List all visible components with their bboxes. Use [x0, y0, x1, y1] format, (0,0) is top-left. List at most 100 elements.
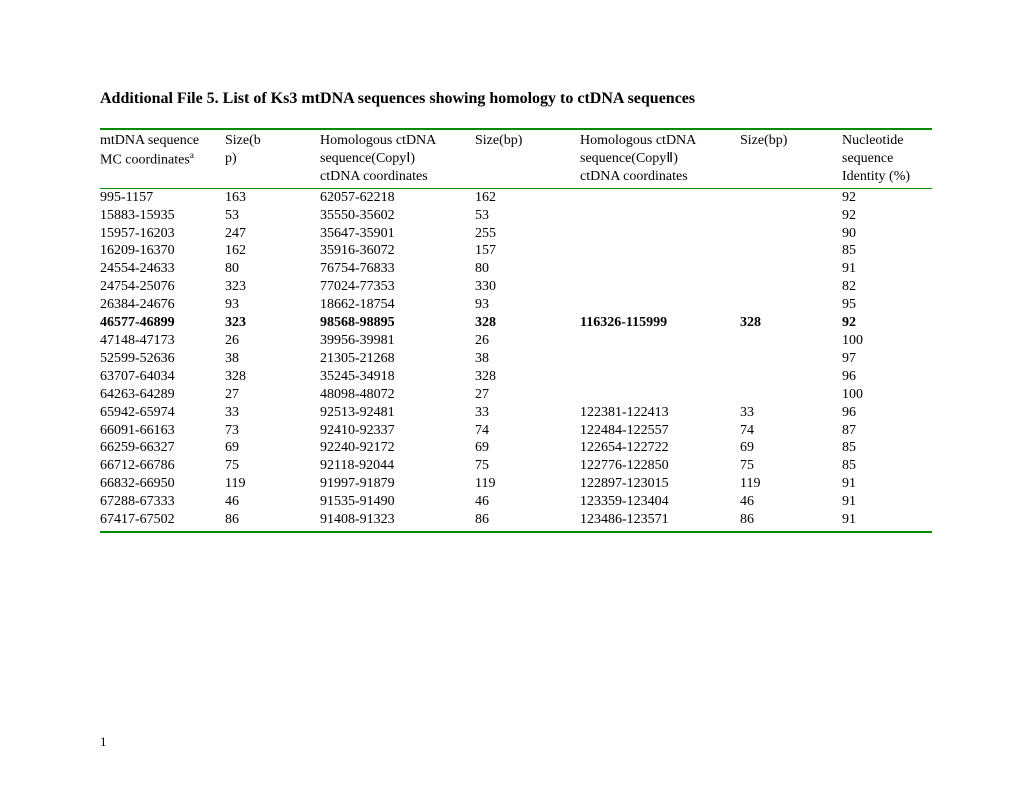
table-cell [580, 296, 740, 314]
table-cell: 66712-66786 [100, 457, 225, 475]
table-cell: 74 [740, 422, 842, 440]
table-cell: 92513-92481 [320, 404, 475, 422]
table-cell [740, 188, 842, 206]
table-cell: 39956-39981 [320, 332, 475, 350]
table-title: Additional File 5. List of Ks3 mtDNA seq… [100, 90, 920, 108]
table-row: 65942-659743392513-9248133122381-1224133… [100, 404, 932, 422]
table-cell [740, 332, 842, 350]
page-number: 1 [100, 734, 107, 750]
table-cell: 64263-64289 [100, 386, 225, 404]
col-header-mtdna-coords: mtDNA sequence MC coordinatesa [100, 129, 225, 188]
table-row: 16209-1637016235916-3607215785 [100, 242, 932, 260]
table-cell [580, 207, 740, 225]
table-cell: 26 [225, 332, 320, 350]
table-cell: 92240-92172 [320, 439, 475, 457]
table-cell [740, 386, 842, 404]
table-cell: 15957-16203 [100, 225, 225, 243]
table-cell: 69 [225, 439, 320, 457]
table-cell: 91 [842, 493, 932, 511]
table-cell: 33 [740, 404, 842, 422]
table-cell: 26384-24676 [100, 296, 225, 314]
table-cell: 116326-115999 [580, 314, 740, 332]
table-row: 15883-159355335550-356025392 [100, 207, 932, 225]
table-row: 66832-6695011991997-91879119122897-12301… [100, 475, 932, 493]
table-cell: 323 [225, 314, 320, 332]
table-cell: 122381-122413 [580, 404, 740, 422]
table-cell: 46 [225, 493, 320, 511]
table-row: 47148-471732639956-3998126100 [100, 332, 932, 350]
table-cell: 91 [842, 260, 932, 278]
col-header-size1: Size(b p) [225, 129, 320, 188]
table-cell: 247 [225, 225, 320, 243]
table-cell: 38 [475, 350, 580, 368]
table-cell: 98568-98895 [320, 314, 475, 332]
table-cell: 26 [475, 332, 580, 350]
table-body: 995-115716362057-622181629215883-1593553… [100, 188, 932, 532]
table-cell: 46 [475, 493, 580, 511]
table-cell: 122897-123015 [580, 475, 740, 493]
table-cell [580, 386, 740, 404]
table-cell: 119 [740, 475, 842, 493]
table-row: 24554-246338076754-768338091 [100, 260, 932, 278]
table-cell [740, 207, 842, 225]
table-cell: 53 [475, 207, 580, 225]
table-row: 63707-6403432835245-3491832896 [100, 368, 932, 386]
table-cell: 67417-67502 [100, 511, 225, 532]
table-cell: 90 [842, 225, 932, 243]
page: Additional File 5. List of Ks3 mtDNA seq… [0, 0, 1020, 788]
table-cell: 85 [842, 439, 932, 457]
table-cell [580, 188, 740, 206]
table-cell: 92 [842, 314, 932, 332]
table-cell: 53 [225, 207, 320, 225]
table-cell: 96 [842, 404, 932, 422]
table-cell: 80 [475, 260, 580, 278]
col-header-size3: Size(bp) [740, 129, 842, 188]
table-cell: 66259-66327 [100, 439, 225, 457]
table-row: 46577-4689932398568-98895 328116326-11599… [100, 314, 932, 332]
table-row: 52599-526363821305-212683897 [100, 350, 932, 368]
table-row: 66259-663276992240-9217269122654-1227226… [100, 439, 932, 457]
table-cell: 122654-122722 [580, 439, 740, 457]
table-cell: 86 [475, 511, 580, 532]
table-cell: 16209-16370 [100, 242, 225, 260]
table-cell: 91997-91879 [320, 475, 475, 493]
col-header-identity: Nucleotide sequence Identity (%) [842, 129, 932, 188]
table-cell: 85 [842, 457, 932, 475]
table-cell: 91 [842, 511, 932, 532]
table-cell: 122484-122557 [580, 422, 740, 440]
table-cell: 328 [740, 314, 842, 332]
table-cell: 157 [475, 242, 580, 260]
table-cell [740, 296, 842, 314]
table-cell: 119 [225, 475, 320, 493]
table-cell [740, 242, 842, 260]
col-header-size2: Size(bp) [475, 129, 580, 188]
table-cell [580, 242, 740, 260]
table-cell: 74 [475, 422, 580, 440]
table-cell: 77024-77353 [320, 278, 475, 296]
table-cell: 85 [842, 242, 932, 260]
table-cell: 75 [225, 457, 320, 475]
table-cell: 46577-46899 [100, 314, 225, 332]
table-cell [580, 260, 740, 278]
table-cell: 35647-35901 [320, 225, 475, 243]
table-cell: 92410-92337 [320, 422, 475, 440]
table-cell: 328 [475, 368, 580, 386]
table-cell: 93 [475, 296, 580, 314]
table-cell [740, 350, 842, 368]
table-cell: 52599-52636 [100, 350, 225, 368]
table-cell: 162 [475, 188, 580, 206]
table-row: 995-115716362057-6221816292 [100, 188, 932, 206]
table-cell: 33 [475, 404, 580, 422]
table-cell: 87 [842, 422, 932, 440]
col-header-copy2: Homologous ctDNA sequence(CopyⅡ) ctDNA c… [580, 129, 740, 188]
table-cell [740, 260, 842, 278]
table-cell: 66832-66950 [100, 475, 225, 493]
table-row: 64263-642892748098-4807227100 [100, 386, 932, 404]
table-row: 66712-667867592118-9204475122776-1228507… [100, 457, 932, 475]
table-cell [580, 368, 740, 386]
table-cell: 38 [225, 350, 320, 368]
table-cell: 46 [740, 493, 842, 511]
table-row: 15957-1620324735647-3590125590 [100, 225, 932, 243]
table-cell: 163 [225, 188, 320, 206]
table-cell: 75 [475, 457, 580, 475]
